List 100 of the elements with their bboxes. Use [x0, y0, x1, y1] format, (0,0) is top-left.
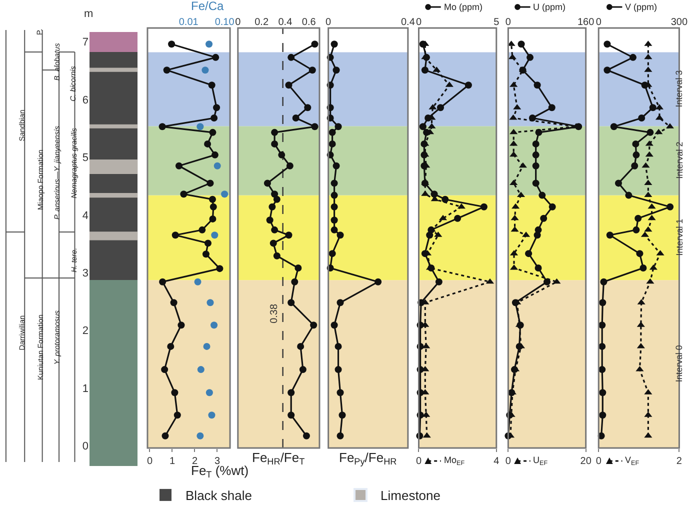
band-label: Interval 1 [674, 218, 684, 256]
point [508, 54, 516, 60]
x-axis-title: Fe$_{HR}$/Fe$_{T}$ [252, 450, 306, 467]
point [311, 40, 318, 48]
point [171, 389, 178, 396]
point [170, 299, 178, 306]
x-axis-title: Fe$_{Py}$/Fe$_{HR}$ [339, 450, 398, 467]
point [273, 252, 280, 260]
point [204, 140, 212, 148]
y-axis-title: m [84, 8, 94, 20]
y-tick-label: 0 [82, 440, 88, 453]
band-label: Interval 2 [674, 142, 684, 179]
y-tick-label: 7 [82, 36, 88, 49]
point [288, 412, 295, 419]
point [159, 278, 166, 286]
point [299, 366, 306, 374]
point [330, 216, 338, 224]
point [302, 432, 310, 440]
x2-tick-label: 300 [670, 17, 688, 28]
point [292, 114, 300, 122]
x2-tick-label: 0.01 [178, 17, 199, 28]
point [328, 140, 336, 148]
point [291, 278, 298, 286]
point [212, 54, 220, 61]
point [334, 123, 342, 130]
x-tick-label: 20 [580, 456, 592, 467]
point [332, 66, 340, 74]
legend-label: Limestone [380, 488, 440, 504]
point [510, 214, 519, 220]
point [645, 140, 654, 146]
point [208, 196, 216, 203]
point [644, 54, 652, 60]
legend-label: U (ppm) [533, 2, 566, 12]
point [180, 190, 188, 198]
x-tick-label: 4 [494, 456, 500, 467]
legend-label: V (ppm) [625, 2, 658, 12]
x-tick-label: 1 [169, 456, 176, 467]
y-tick-label: 3 [82, 267, 88, 280]
point [330, 40, 338, 48]
point [270, 240, 277, 247]
point [422, 432, 431, 438]
point [158, 123, 166, 130]
point [163, 66, 170, 74]
y-tick-label: 2 [82, 325, 88, 338]
point [271, 128, 278, 136]
x-tick-label: 0 [596, 456, 602, 467]
point [304, 104, 312, 112]
point [654, 128, 663, 134]
x-tick-label: 0 [416, 456, 422, 467]
x-tick-label: 0.2 [254, 17, 269, 28]
point [328, 250, 336, 258]
point [646, 278, 654, 284]
point [336, 389, 344, 396]
point [457, 203, 466, 209]
point [161, 366, 168, 374]
point [288, 299, 295, 306]
point [268, 203, 276, 210]
point [644, 192, 652, 198]
y-tick-label: 5 [82, 152, 88, 164]
x-tick-label: 0 [505, 456, 512, 467]
legend-label: Mo$_{EF}$ [444, 455, 465, 467]
point [288, 389, 295, 396]
point [644, 432, 652, 438]
point [510, 140, 518, 146]
point [330, 226, 338, 234]
point [334, 342, 342, 350]
bar [89, 32, 138, 52]
y-tick-label: 6 [82, 94, 88, 106]
legend-label: Mo (ppm) [444, 2, 483, 12]
point [336, 232, 344, 239]
point [271, 140, 278, 148]
point [175, 162, 182, 170]
point [297, 342, 304, 350]
point [518, 162, 527, 168]
point [209, 128, 216, 136]
x2-tick-label: 0.10 [214, 17, 235, 28]
x-tick-label: 2 [676, 456, 682, 467]
band-label: Interval 0 [674, 345, 684, 382]
point [338, 412, 346, 419]
x2-axis-title: Fe/Ca [191, 0, 224, 13]
y-tick-label: 1 [82, 382, 88, 395]
x-tick-label: 0 [326, 17, 332, 28]
point [336, 299, 344, 306]
point [273, 196, 280, 203]
point [167, 342, 174, 350]
point [286, 162, 294, 170]
y-tick-label: 4 [82, 210, 88, 222]
point [510, 128, 518, 134]
point [266, 216, 274, 224]
x-tick-label: 0.4 [400, 17, 416, 28]
x-tick-label: 0 [146, 456, 153, 467]
point [552, 278, 561, 284]
point [209, 215, 216, 222]
point [210, 203, 217, 210]
point [334, 366, 342, 374]
point [162, 432, 169, 440]
point [178, 322, 185, 329]
x2-tick-label: 160 [577, 17, 595, 28]
point [332, 162, 340, 170]
point [311, 123, 318, 130]
